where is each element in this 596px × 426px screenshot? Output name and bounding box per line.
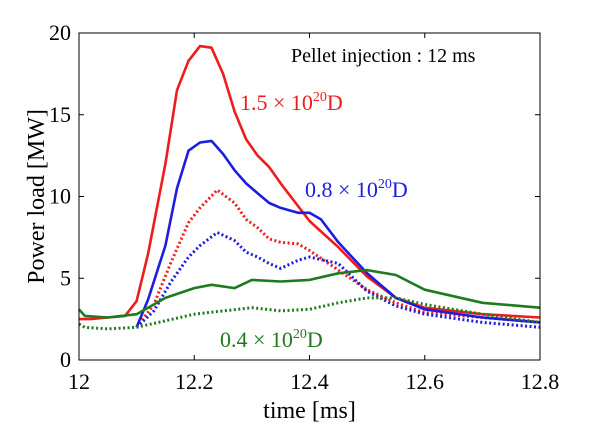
x-axis-title: time [ms] (263, 398, 356, 424)
y-axis-ticks: 0 5 10 15 20 (49, 20, 540, 372)
x-axis-ticks: 12 12.2 12.4 12.6 12.8 (68, 33, 559, 394)
pellet-injection-note: Pellet injection : 12 ms (291, 45, 476, 67)
series-label-unit: D (307, 327, 323, 352)
y-tick-label: 10 (49, 184, 71, 209)
x-tick-label: 12.4 (290, 369, 329, 394)
series-line-solid-0-8e20 (135, 139, 541, 328)
y-tick-label: 5 (60, 265, 71, 290)
series-line-dotted-1-5e20 (135, 188, 541, 329)
series-label-0-4e20: 0.4 × 1020D (220, 327, 323, 352)
y-axis-title: Power load [MW] (24, 109, 50, 284)
series-line-solid-0-4e20 (78, 268, 541, 319)
y-tick-label: 20 (49, 20, 71, 45)
x-tick-label: 12 (68, 369, 90, 394)
series-label-unit: D (392, 177, 408, 202)
series-label-exponent: 20 (313, 90, 327, 105)
series-line-solid-1-5e20 (79, 44, 541, 321)
y-tick-label: 0 (60, 347, 71, 372)
series-label-1-5e20: 1.5 × 1020D (240, 90, 343, 115)
series-label-unit: D (327, 90, 343, 115)
x-tick-label: 12.8 (521, 369, 560, 394)
series-label-text: 1.5 × 10 (240, 90, 313, 115)
series-label-text: 0.4 × 10 (220, 327, 293, 352)
series-lines (78, 44, 541, 331)
series-label-0-8e20: 0.8 × 1020D (305, 177, 408, 202)
series-line-dotted-0-4e20 (78, 296, 541, 331)
series-label-exponent: 20 (293, 327, 307, 342)
y-tick-label: 15 (49, 102, 71, 127)
x-tick-label: 12.2 (175, 369, 214, 394)
x-tick-label: 12.6 (406, 369, 445, 394)
series-label-exponent: 20 (378, 177, 392, 192)
series-label-text: 0.8 × 10 (305, 177, 378, 202)
